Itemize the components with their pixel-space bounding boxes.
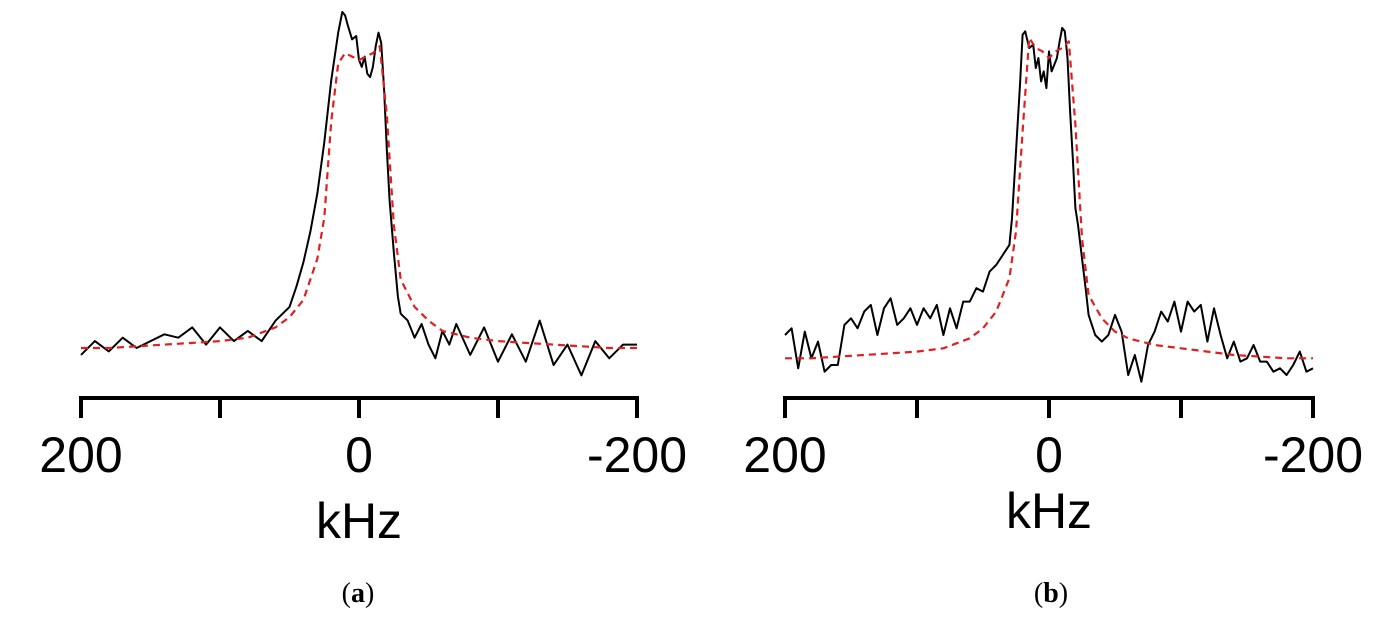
x-tick-label: 200 (743, 427, 826, 483)
x-tick-label: 200 (39, 427, 122, 483)
panel-caption: (b) (1034, 578, 1068, 609)
fit-curve-line (81, 45, 637, 350)
x-axis-title: kHz (316, 493, 402, 549)
x-tick-label: 0 (1035, 427, 1063, 483)
fit-curve-line (785, 36, 1313, 360)
panel-a: 200 0 -200 kHz (a) (39, 11, 687, 609)
x-tick-label: -200 (1263, 427, 1363, 483)
x-axis-title: kHz (1006, 483, 1092, 539)
x-tick-label: 0 (345, 427, 373, 483)
panel-b: 200 0 -200 kHz (b) (743, 27, 1363, 609)
panel-caption: (a) (342, 578, 375, 609)
spectrum-line (784, 27, 1314, 383)
spectrum-line (80, 11, 637, 377)
x-tick-label: -200 (587, 427, 687, 483)
